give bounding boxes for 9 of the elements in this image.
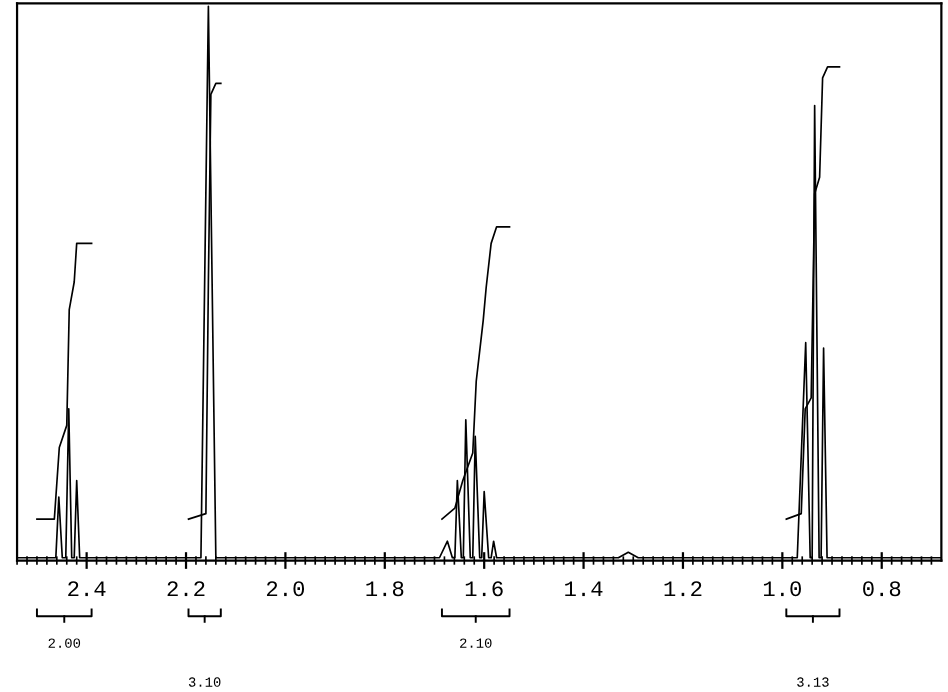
x-tick-label: 0.8 xyxy=(863,581,901,597)
x-tick-label: 2.4 xyxy=(68,581,106,597)
x-tick-label: 1.8 xyxy=(366,581,404,597)
x-tick-label: 1.0 xyxy=(763,581,801,597)
x-tick-label: 1.6 xyxy=(465,581,503,597)
x-tick-label: 1.2 xyxy=(664,581,702,597)
x-tick-label: 2.0 xyxy=(266,581,305,597)
x-tick-label: 2.2 xyxy=(167,581,205,597)
x-tick-label: 1.4 xyxy=(565,581,603,597)
